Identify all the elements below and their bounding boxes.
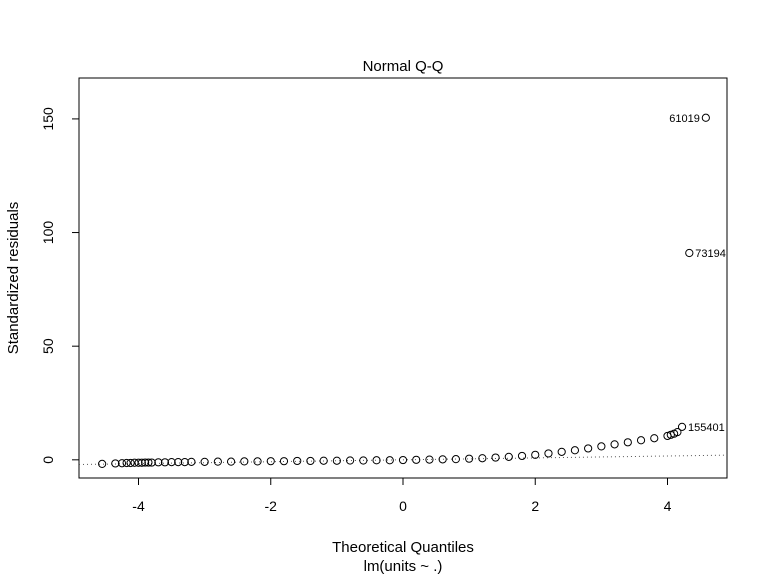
residual-point xyxy=(685,248,694,258)
residual-point xyxy=(253,457,262,466)
y-axis-label: Standardized residuals xyxy=(5,202,22,355)
residual-point xyxy=(584,444,593,453)
residual-point xyxy=(126,458,135,468)
residual-point xyxy=(147,458,156,467)
x-tick-label: -2 xyxy=(265,498,278,514)
residual-point xyxy=(531,450,540,459)
residual-point xyxy=(359,456,368,465)
residual-point xyxy=(677,422,687,431)
residual-point xyxy=(293,456,302,466)
residual-point xyxy=(412,455,421,464)
residual-point xyxy=(160,458,170,467)
residual-point xyxy=(117,459,127,468)
residual-point xyxy=(385,456,394,465)
residual-point xyxy=(226,457,236,466)
residual-point xyxy=(174,457,183,467)
outlier-label: 155401 xyxy=(688,422,725,434)
residual-point xyxy=(597,442,606,451)
residual-point xyxy=(167,457,176,467)
point-annotations: 61019 73194 155401 xyxy=(669,113,726,434)
residual-point xyxy=(465,454,474,463)
residual-point xyxy=(346,456,355,465)
residual-point xyxy=(266,457,275,466)
reference-line xyxy=(78,454,728,465)
residual-point xyxy=(425,455,434,464)
chart-title: Normal Q-Q xyxy=(363,58,444,75)
residual-point xyxy=(517,451,527,461)
outlier-label: 61019 xyxy=(669,113,700,125)
residual-point xyxy=(610,440,619,449)
residual-point xyxy=(557,447,566,456)
x-tick-label: 4 xyxy=(664,498,672,514)
y-tick-label: 0 xyxy=(40,456,56,464)
residual-point xyxy=(180,457,189,467)
plot-frame xyxy=(78,77,728,479)
x-tick-label: -4 xyxy=(132,498,145,514)
x-tick-label: 2 xyxy=(531,498,539,514)
x-axis: -4 -2 0 2 4 xyxy=(132,477,672,514)
residual-point xyxy=(372,456,381,465)
y-tick-label: 150 xyxy=(40,107,56,131)
residual-point xyxy=(491,453,500,462)
residual-point xyxy=(240,457,249,466)
model-subtitle: lm(units ~ .) xyxy=(364,558,443,575)
residual-point xyxy=(650,434,659,443)
residual-point xyxy=(306,456,315,466)
residual-point xyxy=(134,458,143,467)
residual-point xyxy=(187,457,196,466)
residual-point xyxy=(144,458,153,467)
residual-point xyxy=(701,113,710,122)
x-axis-label: Theoretical Quantiles xyxy=(332,539,474,556)
y-tick-label: 50 xyxy=(40,338,56,354)
residual-point xyxy=(398,455,408,465)
residual-point xyxy=(636,436,646,445)
x-tick-label: 0 xyxy=(399,498,407,514)
residual-point xyxy=(137,458,146,467)
residual-point xyxy=(332,456,341,465)
residual-point xyxy=(98,459,107,469)
residual-point xyxy=(319,456,328,465)
residual-point xyxy=(438,455,447,464)
residual-point xyxy=(154,458,163,467)
data-points xyxy=(98,113,710,469)
residual-point xyxy=(200,457,209,466)
residual-point xyxy=(478,454,487,463)
residual-point xyxy=(451,455,460,464)
outlier-label: 73194 xyxy=(695,248,726,260)
residual-point xyxy=(570,446,580,455)
residual-point xyxy=(623,438,632,447)
residual-point xyxy=(279,457,289,466)
residual-point xyxy=(122,458,131,468)
residual-point xyxy=(544,449,553,458)
residual-point xyxy=(213,457,222,466)
residual-point xyxy=(504,452,513,461)
residual-point xyxy=(673,427,682,437)
y-tick-label: 100 xyxy=(40,221,56,245)
residual-point xyxy=(141,458,150,467)
y-axis: 0 50 100 150 xyxy=(40,107,80,464)
residual-point xyxy=(111,459,120,468)
